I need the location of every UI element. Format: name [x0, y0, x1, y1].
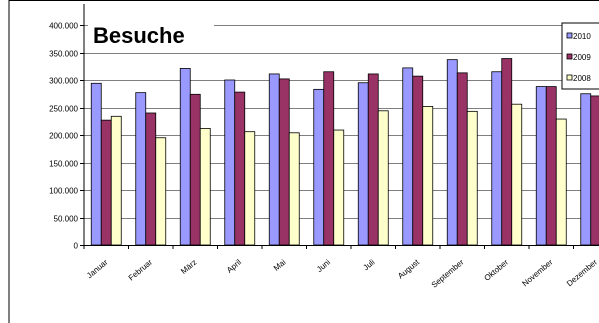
y-tick-label: 300.000 — [49, 77, 78, 86]
x-category-label: April — [225, 258, 243, 275]
y-tick-label: 350.000 — [49, 50, 78, 59]
bar-2009-0 — [100, 119, 112, 246]
bar-2010-10 — [535, 86, 547, 246]
bar-2009-1 — [145, 112, 157, 246]
x-category-label: November — [520, 257, 554, 288]
bar-2008-10 — [555, 118, 567, 246]
bar-2008-6 — [377, 110, 389, 246]
x-category-label: Oktober — [482, 257, 510, 282]
y-tick-label: 0 — [74, 242, 79, 251]
bar-2010-5 — [313, 88, 325, 246]
bar-2010-8 — [446, 59, 458, 246]
y-tick-label: 200.000 — [49, 132, 78, 141]
bar-2008-5 — [333, 129, 345, 246]
bar-2008-3 — [244, 131, 256, 246]
bar-2008-8 — [466, 110, 478, 246]
bar-2009-5 — [323, 71, 335, 246]
bar-2009-3 — [234, 91, 246, 246]
bars — [90, 58, 599, 246]
title-box — [88, 17, 214, 51]
legend: 2010 2009 2008 — [561, 22, 599, 90]
chart-title: Besuche — [93, 23, 185, 48]
bar-2010-7 — [402, 67, 414, 246]
bar-2009-10 — [545, 86, 557, 246]
legend-label-2008: 2008 — [573, 74, 591, 83]
bar-2008-7 — [422, 106, 434, 246]
x-category-label: Februar — [127, 257, 155, 282]
bar-2010-4 — [268, 73, 280, 246]
x-category-label: Dezember — [565, 257, 599, 288]
bar-2010-2 — [179, 68, 191, 246]
bar-2010-3 — [224, 79, 236, 246]
y-tick-label: 400.000 — [49, 22, 78, 31]
legend-label-2009: 2009 — [573, 53, 591, 62]
bar-2008-9 — [511, 103, 523, 246]
bar-2008-0 — [110, 115, 122, 246]
bar-2010-11 — [580, 93, 592, 246]
bar-2009-6 — [367, 73, 379, 246]
y-tick-label: 150.000 — [49, 160, 78, 169]
y-tick-label: 100.000 — [49, 187, 78, 196]
bar-2009-7 — [412, 75, 424, 246]
bar-2008-4 — [288, 132, 300, 246]
x-category-label: Mai — [272, 257, 288, 272]
bar-2009-11 — [590, 95, 599, 246]
legend-swatch-2009 — [566, 53, 573, 60]
x-category-label: August — [396, 257, 421, 280]
y-tick-label: 50.000 — [54, 215, 79, 224]
x-category-label: Juni — [315, 258, 332, 274]
bar-2008-1 — [155, 137, 167, 246]
bar-2008-2 — [199, 127, 211, 246]
bar-2010-6 — [357, 82, 369, 246]
bar-2010-0 — [90, 82, 102, 246]
x-category-label: Juli — [362, 258, 377, 273]
y-tick-label: 250.000 — [49, 105, 78, 114]
bar-2010-1 — [135, 92, 147, 246]
x-category-label: März — [179, 258, 198, 276]
x-category-label: Januar — [85, 257, 110, 280]
bar-2009-9 — [501, 58, 513, 246]
y-axis-ticks: 0 50.000 100.000 150.000 200.000 250.000 300.0… — [49, 22, 84, 251]
bar-2010-9 — [491, 71, 503, 246]
legend-swatch-2010 — [566, 32, 573, 39]
bar-2009-4 — [278, 78, 290, 246]
legend-swatch-2008 — [566, 74, 573, 81]
bar-2009-8 — [456, 72, 468, 246]
bar-2009-2 — [189, 93, 201, 246]
x-category-label: September — [430, 257, 466, 289]
x-axis-categories: Januar Februar März April Mai Juni Juli August S… — [83, 245, 599, 290]
legend-label-2010: 2010 — [573, 32, 591, 41]
